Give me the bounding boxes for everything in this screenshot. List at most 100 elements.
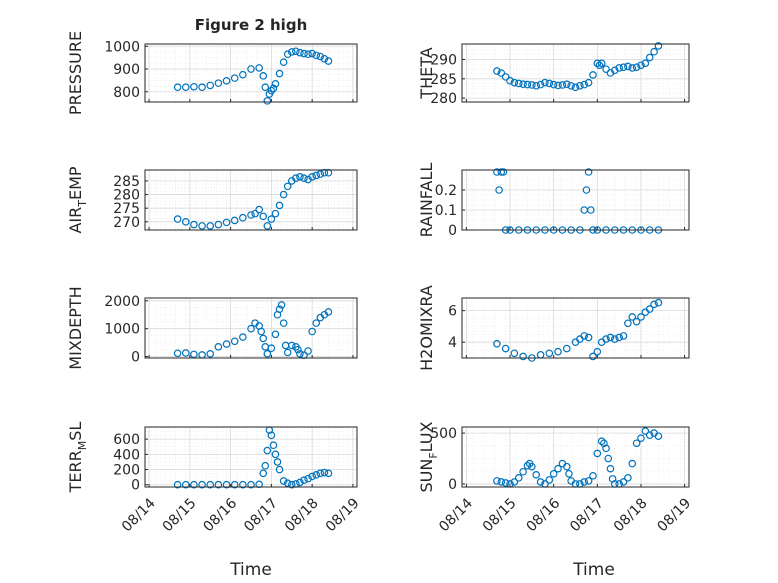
data-point — [584, 168, 593, 176]
data-point — [565, 469, 573, 478]
data-point — [279, 190, 288, 199]
data-point — [292, 174, 300, 182]
data-point — [602, 65, 610, 73]
data-point — [304, 474, 312, 483]
y-tick-label: 1000 — [104, 39, 140, 55]
x-tick-label: 08/14 — [119, 495, 159, 535]
y-tick-label: 600 — [113, 432, 140, 448]
data-point — [206, 350, 215, 358]
data-point — [173, 480, 182, 489]
data-point — [586, 206, 595, 214]
data-point — [287, 48, 296, 56]
axes-box — [461, 297, 690, 359]
y-tick-label: 285 — [113, 174, 140, 190]
data-point — [247, 480, 255, 489]
subplot-mixdepth: 0 1000 2000 MIXDEPTH — [66, 286, 358, 370]
data-point — [255, 480, 263, 489]
data-point — [501, 344, 510, 353]
data-point — [259, 469, 268, 478]
data-point — [519, 352, 527, 361]
y-tick-label: 4 — [448, 335, 457, 351]
data-point — [619, 478, 628, 486]
data-point — [275, 69, 284, 78]
data-point — [222, 480, 231, 489]
x-tick-label: 08/19 — [323, 495, 363, 535]
data-point — [584, 333, 593, 342]
data-point — [263, 446, 272, 455]
data-point — [615, 64, 623, 72]
data-point — [271, 330, 280, 339]
data-point — [645, 53, 654, 62]
plot-area — [462, 427, 689, 487]
data-point — [308, 327, 316, 336]
data-point — [263, 97, 272, 105]
data-point — [230, 480, 239, 489]
axes-box — [144, 297, 358, 359]
data-point — [645, 431, 654, 439]
x-tick-label: 08/16 — [200, 495, 240, 535]
data-point — [269, 441, 278, 450]
x-tick-label: 08/15 — [160, 495, 200, 535]
data-point — [597, 437, 606, 446]
data-point — [532, 470, 541, 479]
data-point — [222, 218, 231, 227]
y-axis-label: RAINFALL — [417, 163, 436, 238]
data-point — [173, 83, 182, 92]
data-point — [222, 77, 231, 85]
axes-box — [144, 43, 358, 103]
data-point — [597, 59, 606, 68]
data-point — [259, 334, 268, 343]
data-point — [255, 205, 263, 214]
data-point — [584, 477, 593, 485]
data-point — [595, 61, 604, 70]
data-point — [304, 347, 312, 355]
data-point — [604, 454, 613, 463]
data-point — [497, 478, 506, 486]
data-point — [589, 71, 597, 79]
data-point — [582, 186, 591, 194]
data-point — [259, 212, 268, 221]
y-tick-label: 285 — [430, 72, 457, 88]
data-point — [259, 72, 268, 80]
data-point — [312, 51, 321, 60]
plot-area — [145, 298, 357, 358]
plot-area — [145, 170, 357, 230]
data-point — [320, 54, 329, 63]
data-point — [554, 81, 562, 90]
y-tick-label: 400 — [113, 447, 140, 463]
data-point — [545, 349, 554, 358]
data-point — [519, 467, 527, 476]
data-point — [316, 469, 325, 478]
data-point — [296, 350, 304, 358]
data-point — [558, 81, 567, 89]
plot-area — [145, 44, 357, 102]
data-point — [296, 478, 304, 487]
data-point — [173, 215, 182, 223]
data-point — [632, 63, 641, 71]
data-point — [261, 83, 270, 92]
data-point — [554, 347, 562, 356]
data-point — [324, 308, 333, 316]
data-point — [619, 332, 628, 340]
data-point — [541, 78, 549, 87]
data-point — [650, 300, 658, 309]
data-point — [296, 48, 304, 57]
data-point — [628, 313, 637, 321]
data-point — [173, 349, 182, 358]
y-tick-label: 2000 — [104, 294, 140, 310]
data-point — [624, 474, 632, 482]
data-point — [239, 213, 247, 222]
y-axis-label: MIXDEPTH — [66, 286, 85, 369]
data-point — [624, 62, 632, 71]
data-point — [300, 174, 308, 182]
data-point — [267, 215, 276, 223]
data-point — [532, 81, 541, 90]
data-point — [554, 464, 562, 473]
data-point — [273, 458, 282, 466]
data-point — [536, 478, 545, 486]
data-point — [239, 480, 247, 489]
